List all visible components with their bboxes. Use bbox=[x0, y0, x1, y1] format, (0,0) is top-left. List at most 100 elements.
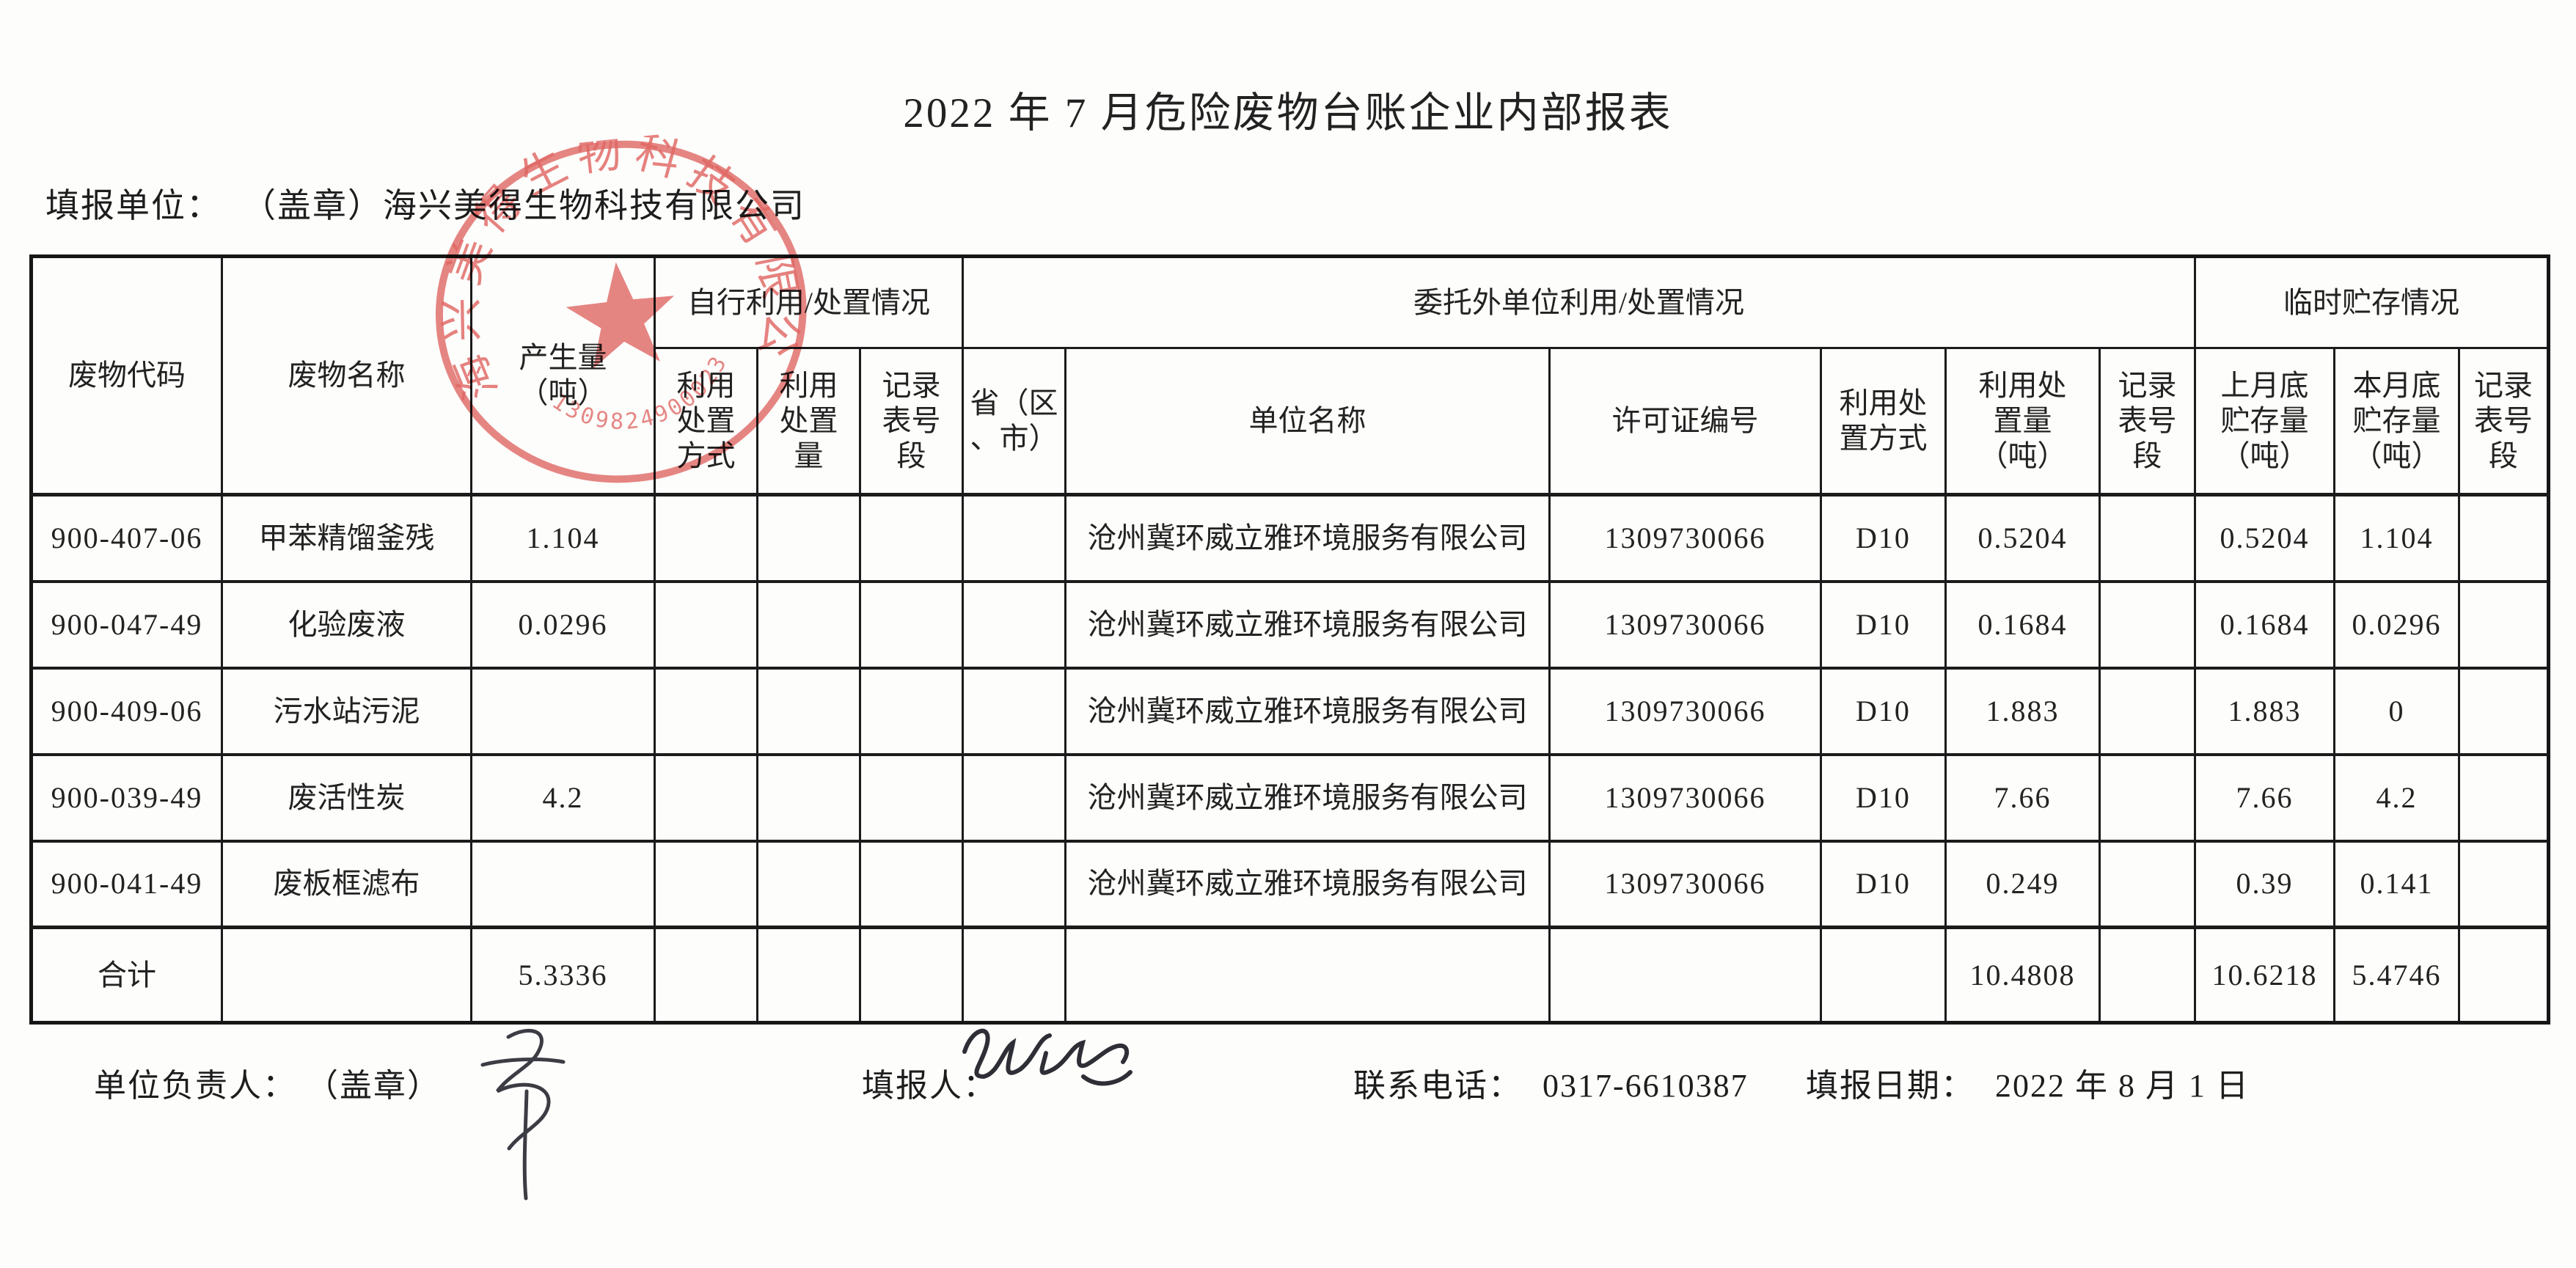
cell-license: 1309730066 bbox=[1548, 579, 1822, 669]
header-this-month: 本月底 贮存量 （吨） bbox=[2333, 347, 2460, 496]
header-self-record: 记录 表号 段 bbox=[859, 347, 964, 496]
header-self-method: 利用 处置 方式 bbox=[654, 347, 758, 496]
cell-self-method bbox=[654, 493, 758, 582]
cell-self-method bbox=[654, 666, 758, 755]
cell-unit-name: 沧州冀环威立雅环境服务有限公司 bbox=[1064, 579, 1551, 669]
cell-generated: 4.2 bbox=[470, 752, 656, 842]
cell-generated: 1.104 bbox=[470, 493, 656, 582]
cell-total-unit bbox=[1064, 926, 1551, 1024]
waste-ledger-table: 废物代码 废物名称 产生量 （吨） 自行利用/处置情况 委托外单位利用/处置情况… bbox=[29, 254, 2551, 1025]
cell-total-province bbox=[962, 926, 1066, 1024]
cell-unit-name: 沧州冀环威立雅环境服务有限公司 bbox=[1064, 493, 1551, 582]
table-row: 900-039-49 废活性炭 4.2 沧州冀环威立雅环境服务有限公司 1309… bbox=[30, 752, 2550, 842]
cell-record bbox=[2099, 839, 2196, 928]
cell-record bbox=[2099, 579, 2196, 669]
cell-last-month: 0.1684 bbox=[2194, 579, 2335, 669]
cell-waste-code: 900-047-49 bbox=[30, 579, 223, 669]
cell-total-generated: 5.3336 bbox=[470, 926, 656, 1024]
cell-self-amount bbox=[756, 666, 861, 755]
header-waste-name: 废物名称 bbox=[221, 255, 472, 496]
cell-method: D10 bbox=[1820, 493, 1947, 582]
cell-total-name bbox=[221, 926, 472, 1024]
date-label: 填报日期： bbox=[1806, 1068, 1975, 1104]
cell-method: D10 bbox=[1820, 839, 1947, 928]
cell-this-month: 0.141 bbox=[2333, 839, 2460, 928]
header-group-row: 废物代码 废物名称 产生量 （吨） 自行利用/处置情况 委托外单位利用/处置情况… bbox=[30, 255, 2550, 496]
header-unit-name: 单位名称 bbox=[1064, 347, 1551, 496]
cell-self-record bbox=[859, 579, 964, 669]
cell-waste-code: 900-041-49 bbox=[30, 839, 223, 928]
cell-storage-record bbox=[2457, 493, 2550, 582]
header-province: 省（区 、市） bbox=[962, 347, 1066, 496]
cell-method: D10 bbox=[1820, 666, 1947, 755]
cell-province bbox=[962, 579, 1066, 669]
header-license-no: 许可证编号 bbox=[1548, 347, 1822, 496]
cell-total-this-month: 5.4746 bbox=[2333, 926, 2460, 1024]
cell-province bbox=[962, 839, 1066, 928]
header-amount: 利用处 置量 （吨） bbox=[1944, 347, 2101, 496]
cell-total-storage-record bbox=[2457, 926, 2550, 1024]
cell-storage-record bbox=[2457, 839, 2550, 928]
cell-self-method bbox=[654, 579, 758, 669]
cell-unit-name: 沧州冀环威立雅环境服务有限公司 bbox=[1064, 839, 1551, 928]
filler-label: 填报人： bbox=[862, 1068, 997, 1104]
header-self-group: 自行利用/处置情况 bbox=[654, 255, 964, 349]
date-value: 2022 年 8 月 1 日 bbox=[1995, 1068, 2250, 1104]
cell-self-record bbox=[859, 752, 964, 842]
cell-amount: 0.249 bbox=[1944, 839, 2101, 928]
cell-method: D10 bbox=[1820, 752, 1947, 842]
header-generated: 产生量 （吨） bbox=[470, 255, 656, 496]
table-row: 900-409-06 污水站污泥 沧州冀环威立雅环境服务有限公司 1309730… bbox=[30, 666, 2550, 755]
cell-this-month: 0 bbox=[2333, 666, 2460, 755]
header-method: 利用处 置方式 bbox=[1820, 347, 1947, 496]
responsible-signature bbox=[480, 1028, 566, 1201]
cell-self-method bbox=[654, 839, 758, 928]
cell-total-last-month: 10.6218 bbox=[2194, 926, 2335, 1024]
cell-self-amount bbox=[756, 752, 861, 842]
cell-self-amount bbox=[756, 579, 861, 669]
cell-license: 1309730066 bbox=[1548, 752, 1822, 842]
cell-record bbox=[2099, 752, 2196, 842]
cell-self-record bbox=[859, 666, 964, 755]
header-waste-code: 废物代码 bbox=[30, 255, 223, 496]
filing-unit-line: 填报单位： （盖章）海兴美得生物科技有限公司 bbox=[45, 179, 805, 227]
cell-total-method bbox=[1820, 926, 1947, 1024]
cell-total-label: 合计 bbox=[30, 926, 223, 1024]
filing-unit-label: 填报单位： bbox=[45, 187, 222, 224]
cell-total-license bbox=[1548, 926, 1822, 1024]
cell-license: 1309730066 bbox=[1548, 493, 1822, 582]
cell-waste-name: 废板框滤布 bbox=[221, 839, 472, 928]
cell-waste-name: 污水站污泥 bbox=[221, 666, 472, 755]
phone-label: 联系电话： bbox=[1353, 1068, 1522, 1104]
cell-self-amount bbox=[756, 839, 861, 928]
cell-total-self-amount bbox=[756, 926, 861, 1024]
cell-storage-record bbox=[2457, 666, 2550, 755]
cell-waste-name: 废活性炭 bbox=[221, 752, 472, 842]
cell-generated: 0.0296 bbox=[470, 579, 656, 669]
cell-total-self-method bbox=[654, 926, 758, 1024]
cell-waste-code: 900-407-06 bbox=[30, 493, 223, 582]
header-record: 记录 表号 段 bbox=[2099, 347, 2196, 496]
date-line: 填报日期： 2022 年 8 月 1 日 bbox=[1806, 1059, 2250, 1106]
cell-amount: 7.66 bbox=[1944, 752, 2101, 842]
cell-self-method bbox=[654, 752, 758, 842]
header-storage-group: 临时贮存情况 bbox=[2193, 255, 2550, 349]
cell-license: 1309730066 bbox=[1548, 666, 1822, 755]
cell-province bbox=[962, 752, 1066, 842]
cell-record bbox=[2099, 666, 2196, 755]
cell-waste-name: 甲苯精馏釜残 bbox=[221, 493, 472, 582]
cell-storage-record bbox=[2457, 579, 2550, 669]
cell-total-self-record bbox=[859, 926, 964, 1024]
cell-amount: 0.5204 bbox=[1944, 493, 2101, 582]
cell-this-month: 1.104 bbox=[2333, 493, 2460, 582]
cell-license: 1309730066 bbox=[1548, 839, 1822, 928]
phone-line: 联系电话： 0317-6610387 bbox=[1353, 1059, 1749, 1106]
cell-amount: 1.883 bbox=[1944, 666, 2101, 755]
cell-province bbox=[962, 666, 1066, 755]
cell-self-record bbox=[859, 493, 964, 582]
cell-total-amount: 10.4808 bbox=[1944, 926, 2101, 1024]
cell-unit-name: 沧州冀环威立雅环境服务有限公司 bbox=[1064, 666, 1551, 755]
report-title: 2022 年 7 月危险废物台账企业内部报表 bbox=[903, 90, 1673, 136]
table-row: 900-047-49 化验废液 0.0296 沧州冀环威立雅环境服务有限公司 1… bbox=[30, 579, 2550, 669]
cell-province bbox=[962, 493, 1066, 582]
